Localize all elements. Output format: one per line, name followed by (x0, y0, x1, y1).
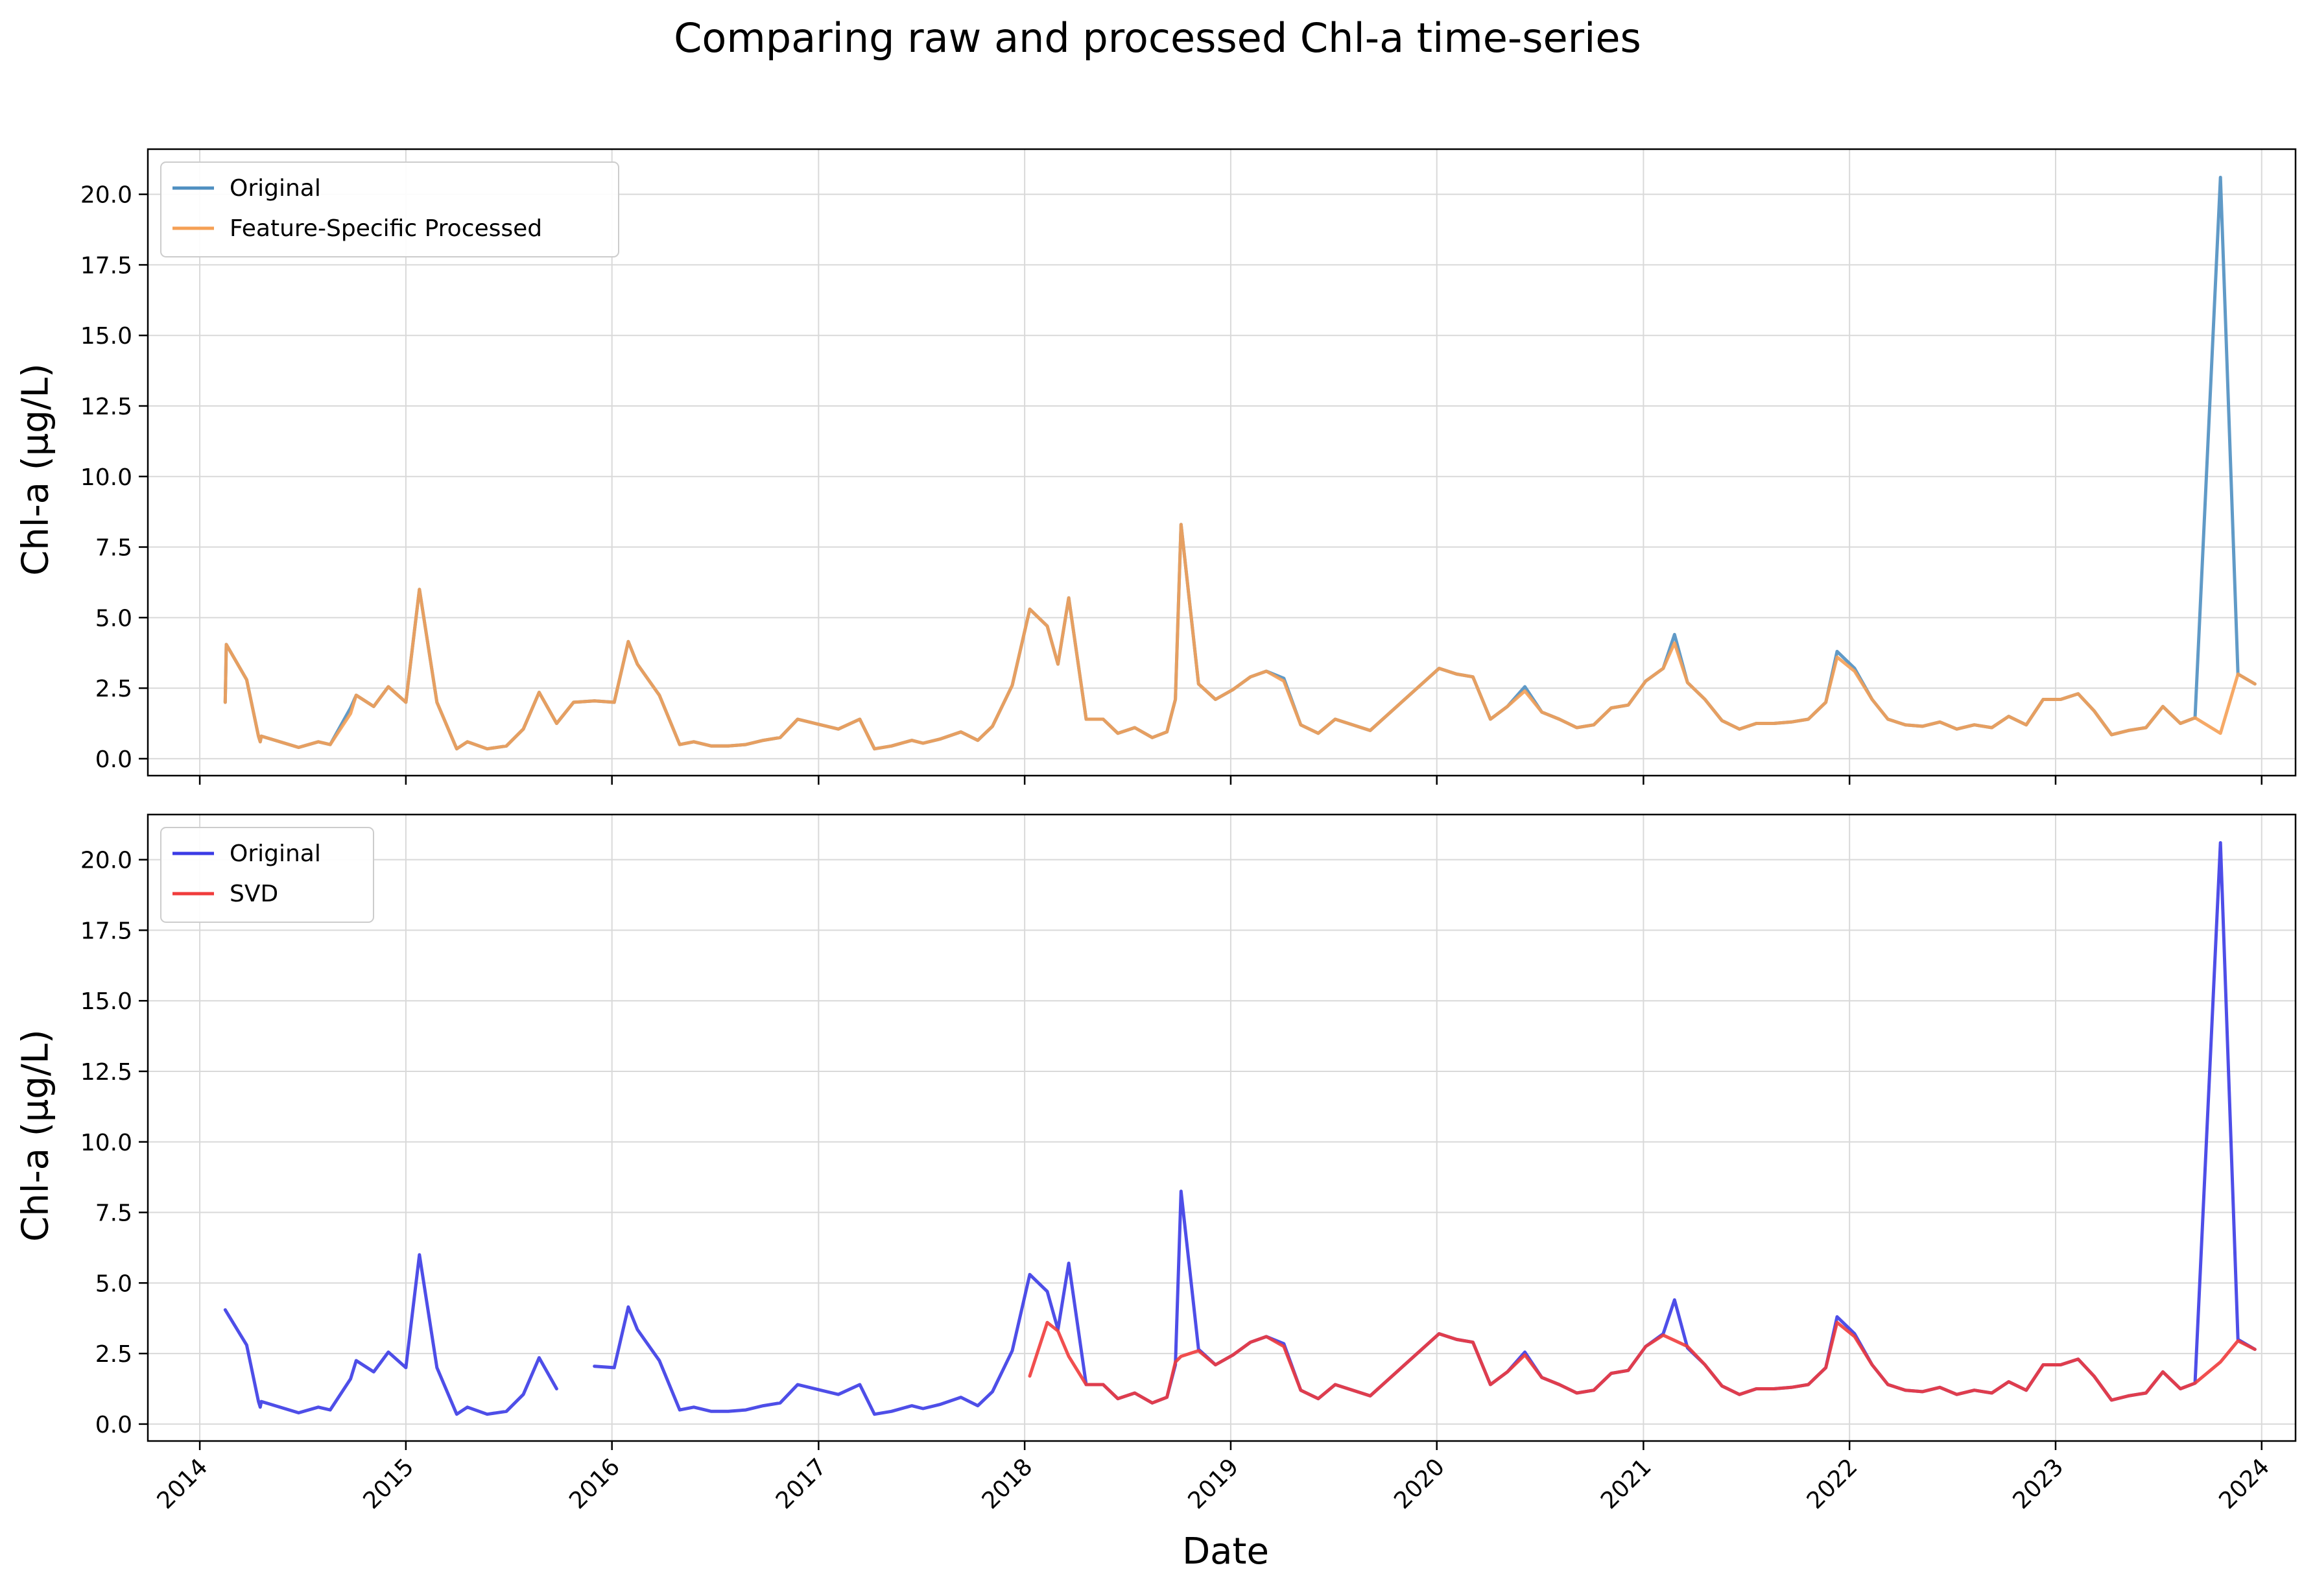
bottom-panel: 0.0 2.5 5.0 7.5 10.0 12.5 15.0 17.5 20.0 2014 2015… (80, 813, 2297, 1514)
y-tick-label: 17.5 (80, 918, 132, 944)
plot-area (148, 815, 2296, 1441)
axes-frame (147, 813, 2297, 1442)
y-tick-label: 10.0 (80, 464, 132, 491)
x-tick-label: 2017 (771, 1453, 832, 1514)
series-line-1 (223, 523, 2257, 751)
axes-frame (147, 148, 2297, 777)
x-tick-label: 2023 (2008, 1453, 2069, 1514)
legend-label: Original (230, 840, 321, 867)
y-tick-label: 5.0 (95, 1270, 132, 1297)
x-tick-label: 2021 (1596, 1453, 1657, 1514)
figure-title: Comparing raw and processed Chl-a time-s… (674, 14, 1641, 62)
legend-box (160, 161, 619, 257)
y-tick-label: 0.0 (95, 1412, 132, 1438)
y-tick-label: 5.0 (95, 605, 132, 632)
x-tick-label: 2020 (1389, 1453, 1450, 1514)
x-tick-label: 2024 (2214, 1453, 2275, 1514)
y-tick-label: 12.5 (80, 394, 132, 420)
y-tick-label: 10.0 (80, 1130, 132, 1156)
x-tick-label: 2014 (152, 1453, 213, 1514)
y-tick-label: 2.5 (95, 676, 132, 702)
y-tick-label: 20.0 (80, 182, 132, 209)
series-line-0 (223, 1253, 558, 1416)
legend-label: Feature-Specific Processed (230, 215, 542, 242)
y-tick-label: 15.0 (80, 988, 132, 1015)
y-tick-label: 12.5 (80, 1059, 132, 1086)
x-tick-label: 2022 (1802, 1453, 1863, 1514)
x-tick-label: 2016 (564, 1453, 625, 1514)
legend-label: Original (230, 175, 321, 202)
y-tick-label: 0.0 (95, 746, 132, 773)
series-line-1 (1028, 1320, 2257, 1405)
top-panel: 0.0 2.5 5.0 7.5 10.0 12.5 15.0 17.5 20.0 Original… (80, 148, 2297, 785)
y-tick-label: 15.0 (80, 323, 132, 350)
legend-box (160, 827, 374, 923)
y-tick-label: 17.5 (80, 252, 132, 279)
y-tick-label: 20.0 (80, 848, 132, 874)
x-tick-label: 2019 (1183, 1453, 1244, 1514)
x-tick-label: 2015 (358, 1453, 419, 1514)
y-tick-label: 7.5 (95, 1200, 132, 1227)
y-tick-label: 2.5 (95, 1341, 132, 1368)
legend-label: SVD (230, 881, 278, 907)
x-axis-label: Date (1182, 1530, 1269, 1573)
y-tick-label: 7.5 (95, 535, 132, 562)
x-tick-label: 2018 (977, 1453, 1038, 1514)
